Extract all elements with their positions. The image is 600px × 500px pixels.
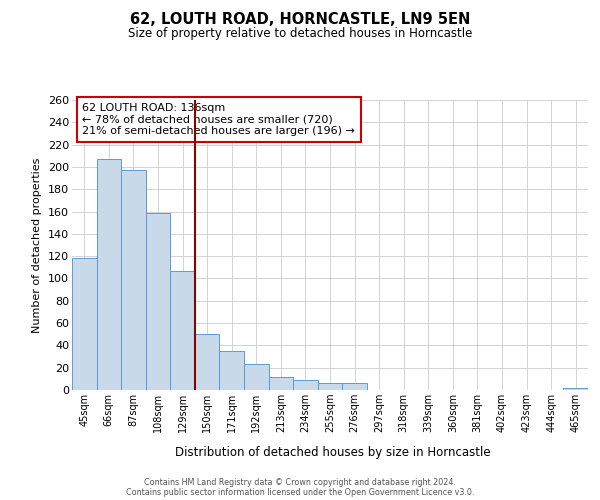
Text: Contains public sector information licensed under the Open Government Licence v3: Contains public sector information licen…: [126, 488, 474, 497]
Text: 62, LOUTH ROAD, HORNCASTLE, LN9 5EN: 62, LOUTH ROAD, HORNCASTLE, LN9 5EN: [130, 12, 470, 28]
Text: Contains HM Land Registry data © Crown copyright and database right 2024.: Contains HM Land Registry data © Crown c…: [144, 478, 456, 487]
Bar: [97, 159, 121, 390]
Bar: [269, 376, 293, 390]
Bar: [563, 388, 588, 390]
Bar: [121, 170, 146, 390]
Text: Distribution of detached houses by size in Horncastle: Distribution of detached houses by size …: [175, 446, 491, 459]
Bar: [293, 380, 318, 390]
Text: Size of property relative to detached houses in Horncastle: Size of property relative to detached ho…: [128, 28, 472, 40]
Bar: [195, 334, 220, 390]
Bar: [220, 351, 244, 390]
Bar: [170, 270, 195, 390]
Bar: [342, 384, 367, 390]
Bar: [318, 384, 342, 390]
Bar: [72, 258, 97, 390]
Text: 62 LOUTH ROAD: 136sqm
← 78% of detached houses are smaller (720)
21% of semi-det: 62 LOUTH ROAD: 136sqm ← 78% of detached …: [82, 103, 355, 136]
Bar: [244, 364, 269, 390]
Bar: [146, 212, 170, 390]
Y-axis label: Number of detached properties: Number of detached properties: [32, 158, 43, 332]
